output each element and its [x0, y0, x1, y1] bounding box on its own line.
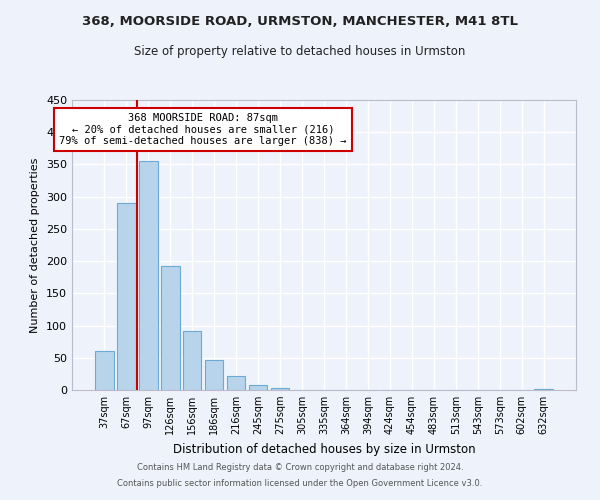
Text: Size of property relative to detached houses in Urmston: Size of property relative to detached ho… — [134, 45, 466, 58]
X-axis label: Distribution of detached houses by size in Urmston: Distribution of detached houses by size … — [173, 442, 475, 456]
Bar — [161, 266, 179, 390]
Bar — [117, 203, 136, 390]
Bar — [139, 161, 158, 390]
Bar — [95, 352, 113, 390]
Bar — [271, 388, 289, 390]
Bar — [205, 360, 223, 390]
Bar — [535, 388, 553, 390]
Text: 368 MOORSIDE ROAD: 87sqm
← 20% of detached houses are smaller (216)
79% of semi-: 368 MOORSIDE ROAD: 87sqm ← 20% of detach… — [59, 113, 347, 146]
Text: Contains public sector information licensed under the Open Government Licence v3: Contains public sector information licen… — [118, 478, 482, 488]
Text: Contains HM Land Registry data © Crown copyright and database right 2024.: Contains HM Land Registry data © Crown c… — [137, 464, 463, 472]
Text: 368, MOORSIDE ROAD, URMSTON, MANCHESTER, M41 8TL: 368, MOORSIDE ROAD, URMSTON, MANCHESTER,… — [82, 15, 518, 28]
Y-axis label: Number of detached properties: Number of detached properties — [31, 158, 40, 332]
Bar — [183, 332, 202, 390]
Bar — [249, 385, 268, 390]
Bar — [227, 376, 245, 390]
